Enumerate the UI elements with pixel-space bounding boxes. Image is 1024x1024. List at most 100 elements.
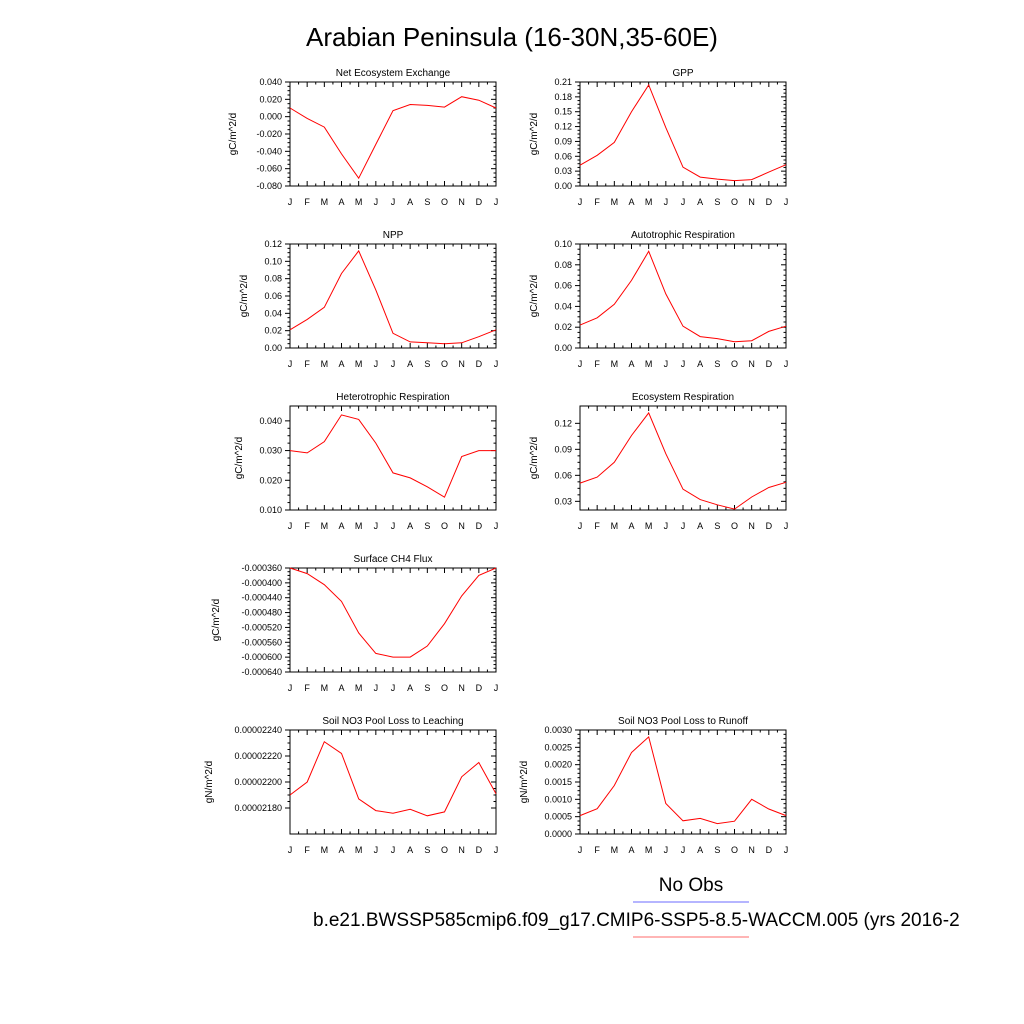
y-tick-label: 0.0015 xyxy=(544,777,572,787)
series-line xyxy=(289,567,497,658)
x-tick-label: O xyxy=(441,845,448,855)
x-tick-label: J xyxy=(664,845,669,855)
x-tick-label: J xyxy=(288,197,293,207)
y-tick-label: 0.03 xyxy=(554,166,572,176)
y-tick-label: 0.06 xyxy=(554,281,572,291)
y-tick-label: 0.12 xyxy=(554,122,572,132)
x-tick-label: A xyxy=(628,197,634,207)
x-tick-label: F xyxy=(304,683,310,693)
y-tick-label: 0.10 xyxy=(554,239,572,249)
y-tick-label: 0.0020 xyxy=(544,760,572,770)
plot-frame xyxy=(579,243,787,349)
y-tick-label: 0.08 xyxy=(264,274,282,284)
y-tick-label: -0.060 xyxy=(256,164,282,174)
y-tick-label: 0.02 xyxy=(264,326,282,336)
y-tick-label: 0.18 xyxy=(554,92,572,102)
x-tick-label: J xyxy=(494,683,499,693)
x-tick-label: A xyxy=(697,197,703,207)
y-axis-label: gC/m^2/d xyxy=(529,275,540,318)
main-title: Arabian Peninsula (16-30N,35-60E) xyxy=(306,22,718,52)
y-axis-label: gC/m^2/d xyxy=(529,113,540,156)
x-tick-label: D xyxy=(476,521,483,531)
x-tick-label: D xyxy=(766,197,773,207)
x-tick-label: A xyxy=(338,359,344,369)
x-tick-label: M xyxy=(611,197,619,207)
x-tick-label: M xyxy=(355,521,363,531)
x-tick-label: M xyxy=(611,521,619,531)
x-tick-label: N xyxy=(458,683,465,693)
y-tick-label: 0.06 xyxy=(554,151,572,161)
x-tick-label: M xyxy=(355,683,363,693)
y-axis-label: gC/m^2/d xyxy=(234,437,245,480)
y-tick-label: 0.09 xyxy=(554,444,572,454)
x-tick-label: A xyxy=(697,845,703,855)
x-tick-label: O xyxy=(731,359,738,369)
x-tick-label: J xyxy=(578,359,583,369)
y-tick-label: 0.00002240 xyxy=(234,725,282,735)
y-tick-label: -0.000600 xyxy=(241,652,282,662)
y-tick-label: 0.0005 xyxy=(544,812,572,822)
x-tick-label: M xyxy=(321,845,329,855)
run-caption: b.e21.BWSSP585cmip6.f09_g17.CMIP6-SSP5-8… xyxy=(313,910,960,931)
panel-title: GPP xyxy=(672,68,693,79)
series-line xyxy=(579,250,787,343)
x-tick-label: J xyxy=(681,197,686,207)
x-tick-label: A xyxy=(628,521,634,531)
x-tick-label: D xyxy=(476,683,483,693)
x-tick-label: A xyxy=(407,845,413,855)
x-tick-label: A xyxy=(338,521,344,531)
series-line xyxy=(289,740,497,817)
x-tick-label: J xyxy=(664,197,669,207)
y-tick-label: 0.030 xyxy=(259,446,282,456)
x-tick-label: N xyxy=(748,845,755,855)
y-tick-label: 0.21 xyxy=(554,77,572,87)
x-tick-label: F xyxy=(594,197,600,207)
x-tick-label: D xyxy=(766,359,773,369)
x-tick-label: A xyxy=(407,197,413,207)
x-tick-label: M xyxy=(321,359,329,369)
y-tick-label: 0.06 xyxy=(554,470,572,480)
x-tick-label: J xyxy=(288,359,293,369)
x-tick-label: J xyxy=(784,197,789,207)
x-tick-label: S xyxy=(424,197,430,207)
y-tick-label: -0.000400 xyxy=(241,578,282,588)
y-tick-label: 0.00 xyxy=(554,181,572,191)
plot-frame xyxy=(289,405,497,511)
plot-frame xyxy=(289,729,497,835)
x-tick-label: M xyxy=(355,845,363,855)
x-tick-label: J xyxy=(494,359,499,369)
x-tick-label: A xyxy=(338,845,344,855)
y-axis-label: gC/m^2/d xyxy=(228,113,239,156)
x-tick-label: J xyxy=(664,521,669,531)
x-tick-label: A xyxy=(628,845,634,855)
x-tick-label: J xyxy=(374,845,379,855)
y-tick-label: -0.040 xyxy=(256,146,282,156)
y-tick-label: 0.00002200 xyxy=(234,777,282,787)
y-axis-label: gC/m^2/d xyxy=(239,275,250,318)
x-tick-label: S xyxy=(424,683,430,693)
x-tick-label: O xyxy=(441,197,448,207)
x-tick-label: O xyxy=(731,197,738,207)
x-tick-label: D xyxy=(476,197,483,207)
x-tick-label: A xyxy=(628,359,634,369)
plot-frame xyxy=(289,567,497,673)
panel-title: Surface CH4 Flux xyxy=(354,554,433,565)
y-tick-label: -0.080 xyxy=(256,181,282,191)
y-tick-label: -0.000520 xyxy=(241,622,282,632)
x-tick-label: F xyxy=(304,197,310,207)
y-tick-label: 0.020 xyxy=(259,94,282,104)
x-tick-label: A xyxy=(407,683,413,693)
y-tick-label: -0.000560 xyxy=(241,637,282,647)
x-tick-label: F xyxy=(594,521,600,531)
x-tick-label: N xyxy=(748,359,755,369)
x-tick-label: M xyxy=(645,359,653,369)
x-tick-label: F xyxy=(304,845,310,855)
x-tick-label: M xyxy=(645,521,653,531)
y-axis-label: gC/m^2/d xyxy=(211,599,222,642)
y-tick-label: 0.04 xyxy=(264,308,282,318)
